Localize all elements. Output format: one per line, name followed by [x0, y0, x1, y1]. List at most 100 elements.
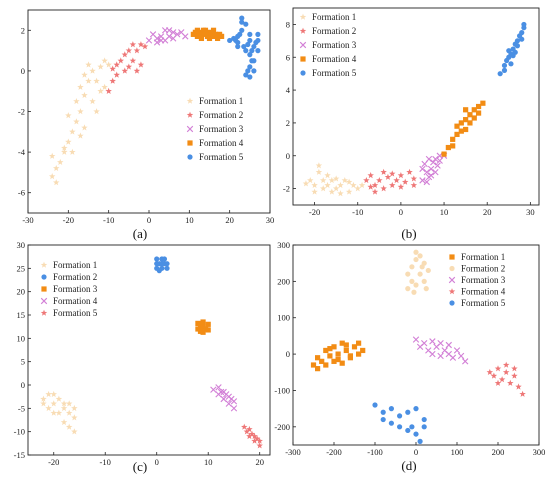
x-tick-label: 20 [225, 215, 234, 225]
series-3 [419, 152, 448, 186]
legend-marker [40, 309, 48, 316]
data-point [85, 77, 92, 84]
legend-label: Formation 4 [199, 138, 244, 148]
data-point [343, 342, 349, 348]
data-point [194, 33, 200, 39]
data-point [217, 388, 225, 396]
legend-label: Formation 1 [199, 96, 243, 106]
data-point [71, 404, 78, 412]
data-point [77, 132, 84, 139]
y-tick-label: -100 [274, 385, 290, 395]
y-tick-label: -2 [283, 184, 290, 194]
data-point [315, 168, 323, 175]
data-point [154, 256, 160, 262]
data-point [413, 256, 419, 263]
x-tick-label: 10 [185, 215, 194, 225]
panel-caption: (b) [401, 226, 416, 241]
data-point [467, 112, 473, 118]
data-point [153, 39, 161, 46]
data-point [521, 21, 527, 28]
data-point [413, 431, 419, 437]
data-point [255, 48, 261, 54]
data-point [55, 409, 63, 416]
x-tick-label: -20 [309, 207, 320, 217]
data-point [81, 91, 88, 99]
data-point [328, 188, 336, 195]
data-point [449, 354, 457, 361]
x-tick-label: 100 [451, 447, 464, 457]
data-point [405, 286, 411, 292]
data-point [164, 265, 170, 271]
data-point [427, 165, 435, 173]
data-point [463, 126, 469, 133]
data-point [137, 41, 145, 48]
data-point [425, 173, 433, 181]
data-point [319, 176, 327, 184]
data-point [200, 329, 206, 335]
data-point [73, 97, 80, 105]
y-tick-label: 2 [21, 25, 25, 35]
data-point [247, 37, 253, 44]
x-tick-label: 10 [440, 207, 449, 217]
data-point [419, 165, 426, 173]
data-point [328, 176, 336, 184]
data-point [405, 427, 411, 434]
data-point [409, 278, 415, 284]
legend-marker [448, 288, 456, 295]
data-point [315, 355, 321, 361]
series-5 [497, 21, 527, 77]
data-point [412, 336, 420, 343]
series-4 [190, 27, 225, 42]
data-point [350, 181, 357, 189]
data-point [331, 344, 337, 350]
x-tick-label: -200 [326, 447, 342, 457]
x-tick-label: 30 [266, 215, 275, 225]
data-point [463, 107, 469, 113]
y-tick-label: 6 [286, 52, 290, 62]
data-point [206, 35, 213, 42]
legend-label: Formation 3 [312, 40, 357, 50]
data-point [421, 278, 427, 284]
y-tick-label: -10 [14, 427, 25, 437]
data-point [371, 181, 379, 189]
data-point [494, 379, 502, 386]
data-point [81, 71, 88, 78]
data-point [335, 356, 341, 363]
data-point [255, 37, 261, 44]
data-point [337, 181, 344, 189]
data-point [230, 398, 238, 405]
data-point [55, 395, 63, 402]
legend-marker [40, 297, 48, 305]
data-point [413, 406, 419, 412]
x-tick-label: 200 [492, 447, 505, 457]
data-point [117, 57, 124, 64]
data-point [157, 37, 165, 44]
data-point [376, 176, 383, 184]
data-point [194, 27, 200, 33]
data-point [77, 108, 84, 115]
data-point [65, 423, 73, 430]
y-tick-label: 8 [286, 19, 290, 29]
data-point [429, 350, 436, 358]
data-point [380, 416, 386, 423]
data-point [243, 428, 251, 435]
data-point [501, 67, 508, 73]
data-point [519, 30, 525, 36]
data-point [437, 339, 444, 347]
data-point [225, 400, 232, 407]
data-point [165, 27, 173, 34]
data-point [243, 21, 249, 27]
data-point [356, 340, 362, 346]
series-4 [486, 361, 526, 397]
data-point [514, 43, 521, 49]
data-point [121, 67, 129, 74]
data-point [445, 341, 452, 349]
data-point [125, 47, 133, 54]
data-point [502, 368, 510, 376]
data-point [405, 409, 411, 415]
data-point [40, 400, 47, 407]
data-point [129, 57, 137, 64]
x-tick-label: 20 [483, 207, 492, 217]
